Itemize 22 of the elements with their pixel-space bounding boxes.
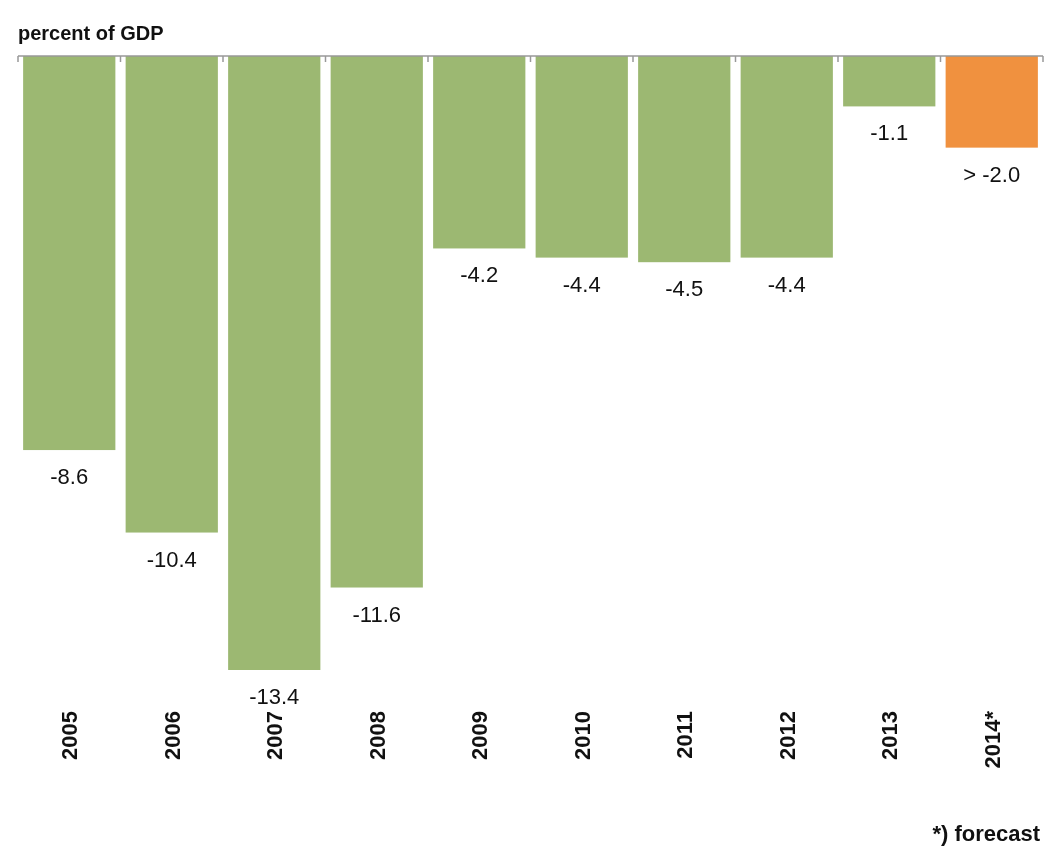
data-label: -1.1	[870, 120, 909, 146]
x-tick-label: 2011	[672, 711, 698, 759]
data-label: -10.4	[146, 546, 197, 572]
data-label: -13.4	[249, 684, 300, 709]
x-tick-label: 2013	[877, 711, 903, 760]
chart-title: percent of GDP	[18, 22, 164, 44]
data-label: -4.4	[562, 271, 601, 297]
x-tick-label: 2014*	[979, 710, 1005, 769]
x-tick-label: 2007	[262, 711, 288, 760]
x-tick-label: 2005	[57, 711, 83, 760]
x-tick-label: 2008	[364, 711, 390, 760]
data-label: -4.2	[460, 262, 499, 288]
data-label: -8.6	[50, 464, 89, 490]
data-label: > -2.0	[963, 161, 1021, 187]
x-tick-label: 2012	[774, 711, 800, 760]
data-label: -11.6	[352, 601, 402, 627]
x-tick-label: 2010	[569, 711, 595, 760]
data-label: -4.5	[665, 276, 704, 302]
text: *) forecast	[932, 821, 1041, 846]
data-label: -4.4	[767, 271, 806, 297]
x-tick-label: 2009	[467, 711, 493, 760]
x-tick-label: 2006	[159, 711, 185, 760]
